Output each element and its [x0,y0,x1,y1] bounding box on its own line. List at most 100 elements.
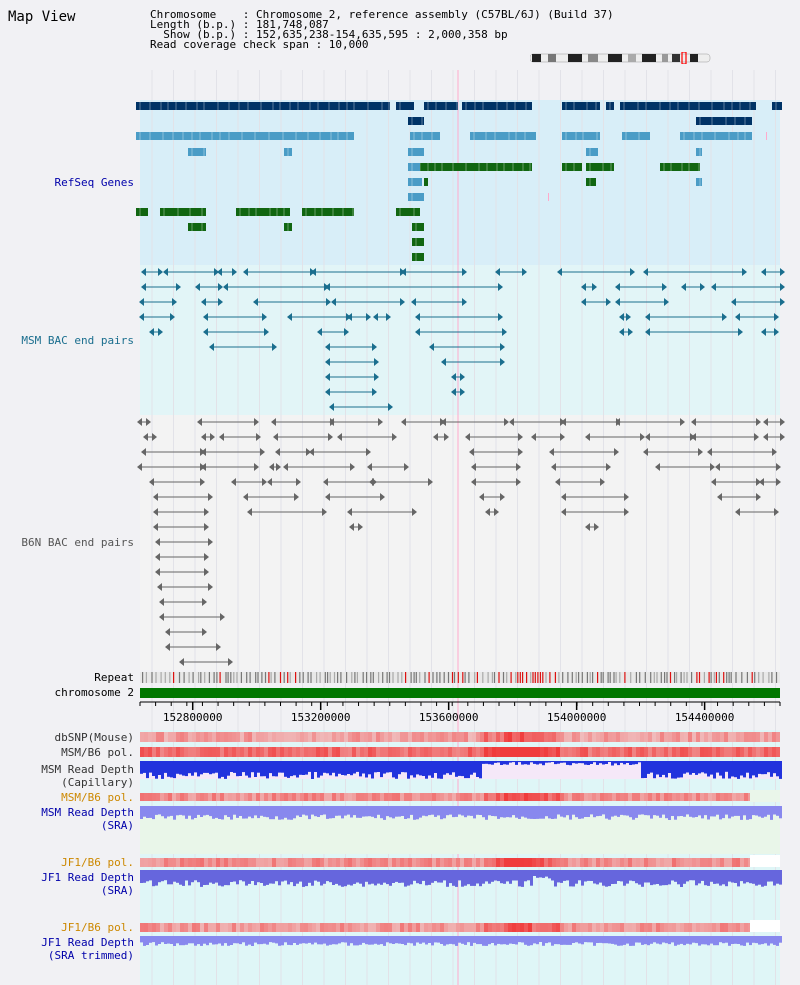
read-depth-bar [518,761,521,763]
read-depth-bar [665,870,668,886]
polymorphism-cell [540,747,544,757]
read-depth-bar [521,936,524,943]
read-depth-bar [485,936,488,946]
chromosome-ideogram[interactable] [530,52,712,64]
bac-end-marker [707,448,712,456]
read-depth-bar [170,806,173,816]
polymorphism-cell [744,732,748,742]
read-depth-bar [149,806,152,818]
repeat-mark [571,672,573,683]
polymorphism-cell [368,923,372,932]
polymorphism-cell [180,858,184,867]
polymorphism-cell [260,793,264,801]
polymorphism-cell [432,858,436,867]
read-depth-bar [182,936,185,946]
read-depth-bar [761,806,764,818]
bac-end-marker [500,343,505,351]
read-depth-bar [431,870,434,883]
read-depth-bar [317,936,320,945]
polymorphism-cell [312,923,316,932]
bac-end-marker [208,583,213,591]
read-depth-bar [443,761,446,775]
polymorphism-cell [244,923,248,932]
polymorphism-cell [308,732,312,742]
read-depth-bar [251,936,254,946]
read-depth-bar [149,936,152,943]
polymorphism-cell [556,858,560,867]
bac-end-marker [325,373,330,381]
read-depth-bar [212,936,215,945]
polymorphism-cell [476,793,480,801]
bac-end-marker [626,313,631,321]
polymorphism-cell [156,923,160,932]
bac-end-marker [296,478,301,486]
polymorphism-cell [456,732,460,742]
polymorphism-cell [684,858,688,867]
polymorphism-cell [588,747,592,757]
polymorphism-cell [668,732,672,742]
bac-end-marker [153,493,158,501]
read-depth-bar [509,761,512,763]
label-refseq: RefSeq Genes [54,176,134,189]
polymorphism-cell [604,747,608,757]
polymorphism-cell [732,923,736,932]
read-depth-bar [428,936,431,943]
read-depth-bar [413,806,416,820]
polymorphism-cell [472,923,476,932]
repeat-mark [723,672,725,683]
read-depth-bar [581,870,584,886]
polymorphism-cell [208,732,212,742]
read-depth-bar [539,936,542,942]
polymorphism-cell [596,747,600,757]
polymorphism-cell [696,747,700,757]
read-depth-bar [764,936,767,944]
polymorphism-cell [228,732,232,742]
read-depth-bar [506,761,509,765]
read-depth-bar [170,936,173,944]
polymorphism-cell [408,793,412,801]
refseq-gene [408,163,420,171]
repeat-mark [639,672,641,683]
read-depth-bar [575,936,578,943]
read-depth-bar [386,936,389,943]
read-depth-bar [206,806,209,815]
polymorphism-cell [232,747,236,757]
bac-end-marker [619,313,624,321]
read-depth-bar [683,936,686,946]
read-depth-bar [767,806,770,815]
polymorphism-cell [244,858,248,867]
polymorphism-cell [572,747,576,757]
read-depth-bar [326,936,329,946]
read-depth-bar [416,806,419,820]
read-depth-bar [545,806,548,817]
bac-end-marker [170,313,175,321]
read-depth-bar [227,806,230,817]
read-depth-bar [530,806,533,819]
repeat-mark [487,672,489,683]
bac-end-marker [204,523,209,531]
read-depth-bar [341,870,344,887]
refseq-gene [412,223,424,231]
read-depth-bar [242,761,245,773]
bac-end-marker [401,268,406,276]
read-depth-bar [143,870,146,883]
polymorphism-cell [724,747,728,757]
polymorphism-cell [360,858,364,867]
read-depth-bar [578,806,581,819]
polymorphism-cell [264,793,268,801]
read-depth-bar [182,761,185,776]
bac-end-marker [228,658,233,666]
bac-end-marker [232,268,237,276]
read-depth-bar [542,870,545,878]
read-depth-bar [761,870,764,887]
read-depth-bar [476,936,479,945]
read-depth-bar [581,936,584,945]
refseq-gene [696,117,752,125]
repeat-mark [386,672,388,683]
repeat-mark [746,672,748,683]
read-depth-bar [737,806,740,816]
read-depth-bar [182,806,185,816]
read-depth-bar [563,806,566,818]
polymorphism-cell [636,732,640,742]
